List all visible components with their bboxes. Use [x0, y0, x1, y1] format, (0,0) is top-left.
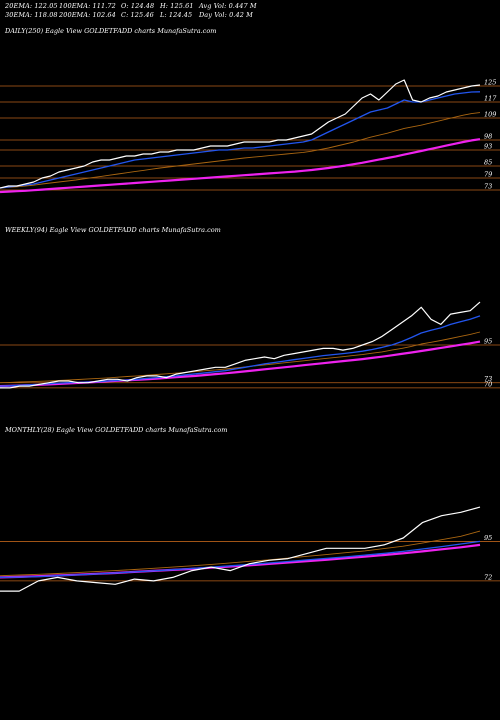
monthly-chart: 95 72 [0, 506, 500, 592]
day-vol-value: Day Vol: 0.42 M [199, 11, 253, 19]
monthly-level-label: 72 [484, 573, 492, 581]
open-value: O: 124.48 [121, 2, 155, 10]
daily-level-label: 79 [484, 171, 492, 179]
ema100-value: 100EMA: 111.72 [59, 2, 116, 10]
weekly-price-line [0, 301, 481, 389]
weekly-level-label: 95 [484, 338, 492, 346]
high-value: H: 125.61 [160, 2, 194, 10]
ema30-value: 30EMA: 118.08 [5, 11, 58, 19]
daily-level-label: 125 [484, 79, 496, 87]
weekly-ema-mid-line [0, 331, 481, 384]
monthly-panel-title: MONTHLY(28) Eagle View GOLDETFADD charts… [5, 426, 228, 434]
monthly-ema-short-line [0, 540, 481, 579]
daily-level-label: 93 [484, 143, 492, 151]
close-value: C: 125.46 [121, 11, 154, 19]
daily-level-label: 73 [484, 183, 492, 191]
weekly-panel-title: WEEKLY(94) Eagle View GOLDETFADD charts … [5, 226, 221, 234]
daily-ema-short-line [0, 91, 481, 189]
ema200-value: 200EMA: 102.64 [59, 11, 116, 19]
daily-level-label: 117 [484, 95, 497, 103]
weekly-ema-short-line [0, 315, 481, 387]
low-value: L: 124.45 [160, 11, 193, 19]
weekly-level-label: 73 [484, 375, 492, 383]
daily-panel-title: DAILY(250) Eagle View GOLDETFADD charts … [5, 27, 217, 35]
monthly-ema-mid-line [0, 530, 481, 577]
daily-ema-mid-line [0, 112, 481, 189]
weekly-level-label: 70 [484, 380, 492, 388]
daily-price-line [0, 79, 481, 189]
daily-level-label: 85 [484, 159, 492, 167]
monthly-price-line [0, 506, 481, 592]
indicator-stats: 20EMA: 122.05 100EMA: 111.72 O: 124.48 H… [5, 2, 495, 20]
ema20-value: 20EMA: 122.05 [5, 2, 58, 10]
daily-chart: 125 117 109 98 93 85 79 73 [0, 79, 500, 194]
daily-level-label: 109 [484, 111, 496, 119]
monthly-level-label: 95 [484, 534, 492, 542]
daily-level-label: 98 [484, 133, 492, 141]
daily-ema-long-line [0, 138, 481, 194]
avg-vol-value: Avg Vol: 0.447 M [199, 2, 257, 10]
